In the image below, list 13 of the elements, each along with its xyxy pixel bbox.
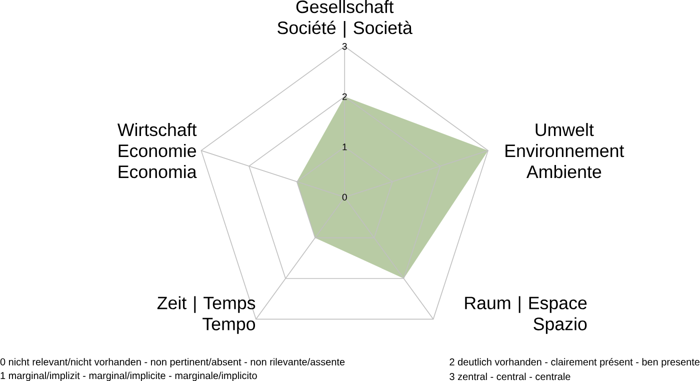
y-tick-label: 3 [342, 42, 347, 50]
spoke-label: Umwelt Environnement Ambiente [506, 122, 624, 178]
text: 3 zentral - central - centrale [450, 372, 570, 380]
y-tick-label: 2 [342, 93, 347, 100]
spoke-label: Raum | Espace Spazio [465, 296, 587, 334]
spoke-label: Gesellschaft Société | Società [278, 0, 412, 38]
y-tick-label: 0 [342, 194, 347, 200]
spoke-label: Zeit | Temps Tempo [157, 296, 256, 334]
text: 2 deutlich vorhanden - clairement présent - ben presente [450, 358, 700, 368]
text: 1 marginal/implizit - marginal/implicite - marginale/implicito [0, 372, 257, 381]
text: 0 nicht relevant/nicht vorhanden - non pertinent/absent - non rilevante/assente [0, 358, 345, 368]
spoke-label: Wirtschaft Economie Economia [117, 122, 197, 178]
y-tick-label: 1 [342, 144, 347, 150]
